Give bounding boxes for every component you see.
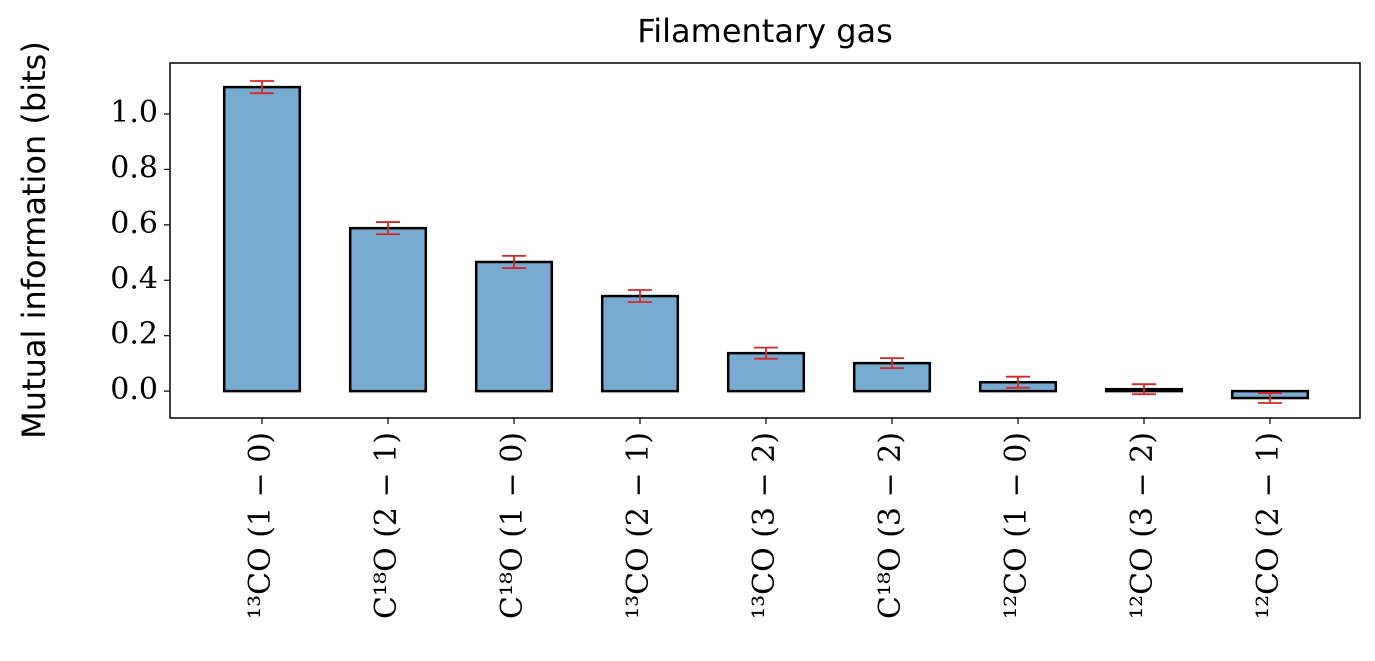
x-tick-label: ¹²CO (3 − 2) (1125, 432, 1160, 619)
error-bar (376, 221, 400, 236)
x-tick-label: ¹³CO (2 − 1) (621, 432, 656, 619)
x-tick-label: ¹²CO (1 − 0) (999, 432, 1034, 619)
y-tick-label: 0.2 (110, 317, 158, 352)
x-tick-label: C¹⁸O (3 − 2) (873, 432, 908, 619)
y-tick-label: 0.0 (110, 372, 158, 407)
plot-frame (169, 62, 1361, 419)
x-tick-label: ¹³CO (3 − 2) (747, 432, 782, 619)
x-tick-label: ¹³CO (1 − 0) (243, 432, 278, 619)
error-bar (628, 289, 652, 304)
error-bar (502, 254, 526, 269)
error-bar (1132, 383, 1156, 396)
y-tick-label: 0.6 (110, 206, 158, 241)
error-bar (754, 346, 778, 360)
bar (600, 294, 680, 393)
error-bar (1258, 392, 1282, 404)
y-axis-label: Mutual information (bits) (15, 41, 53, 439)
chart-title: Filamentary gas (637, 12, 893, 50)
bar (348, 226, 428, 393)
y-tick-label: 1.0 (110, 95, 158, 130)
error-bar (250, 80, 274, 95)
x-tick-label: ¹²CO (2 − 1) (1251, 432, 1286, 619)
bar (222, 85, 302, 393)
error-bar (880, 357, 904, 370)
bar (474, 260, 554, 393)
y-tick-label: 0.4 (110, 261, 158, 296)
y-tick-label: 0.8 (110, 150, 158, 185)
x-tick-label: C¹⁸O (2 − 1) (369, 432, 404, 619)
error-bar (1006, 375, 1030, 389)
x-tick-label: C¹⁸O (1 − 0) (495, 432, 530, 619)
